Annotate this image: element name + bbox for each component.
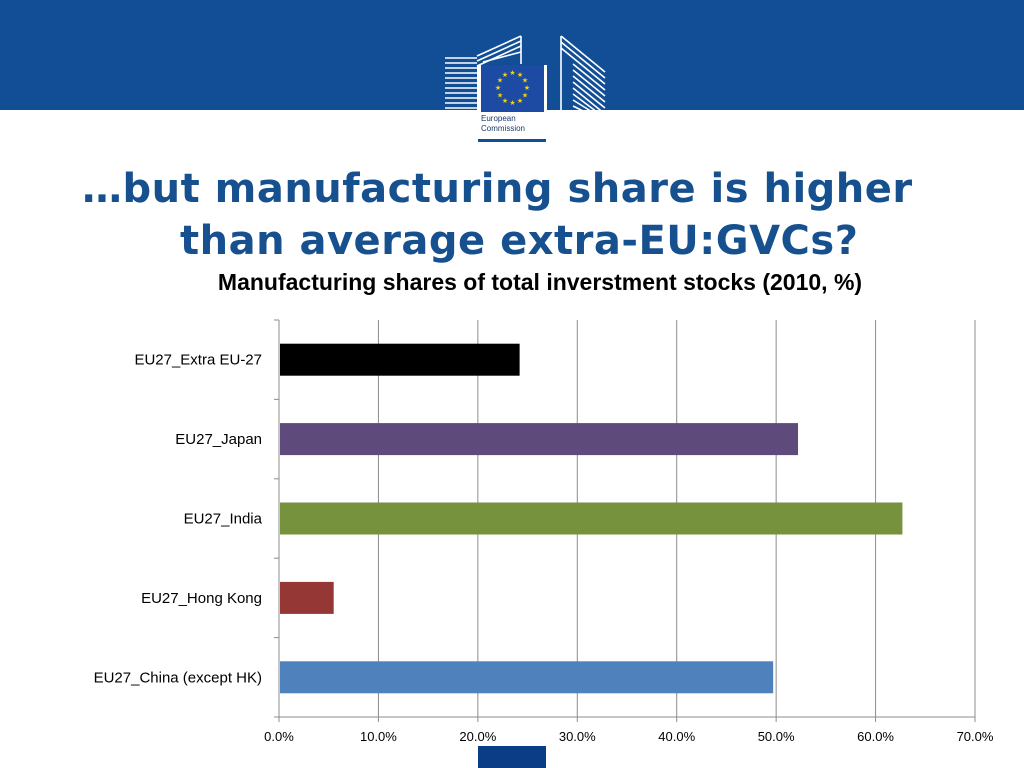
svg-text:★: ★	[497, 92, 503, 100]
chart-title: Manufacturing shares of total inverstmen…	[217, 269, 863, 295]
category-label: EU27_India	[184, 511, 263, 528]
x-tick-label: 30.0%	[559, 729, 596, 744]
slide-title: …but manufacturing share is higher than …	[82, 163, 982, 267]
x-tick-label: 60.0%	[857, 729, 894, 744]
bar	[280, 502, 903, 535]
european-commission-logo: ★ ★ ★ ★ ★ ★ ★ ★ ★ ★ ★ ★	[445, 35, 606, 123]
bar	[280, 661, 774, 694]
svg-text:★: ★	[502, 71, 508, 79]
svg-text:★: ★	[502, 97, 508, 105]
x-tick-label: 50.0%	[758, 729, 795, 744]
x-tick-label: 10.0%	[360, 729, 397, 744]
svg-text:★: ★	[517, 97, 523, 105]
bar	[280, 423, 799, 456]
svg-text:★: ★	[495, 84, 501, 92]
category-label: EU27_China (except HK)	[94, 669, 262, 686]
logo-caption: European Commission	[481, 114, 525, 134]
bar	[280, 581, 334, 614]
slide-title-line1: …but manufacturing share is higher	[82, 166, 913, 212]
bar-chart: 0.0% 10.0% 20.0% 30.0% 40.0% 50.0% 60.0% 70.0% E…	[94, 319, 994, 744]
category-label: EU27_Hong Kong	[141, 590, 262, 607]
logo-caption-line2: Commission	[481, 124, 526, 133]
svg-text:★: ★	[524, 84, 530, 92]
category-label: EU27_Extra EU-27	[134, 352, 262, 369]
logo-underline	[478, 139, 546, 142]
svg-text:★: ★	[522, 77, 528, 85]
svg-text:★: ★	[497, 77, 503, 85]
bottom-tab	[478, 746, 546, 768]
logo-caption-line1: European	[481, 114, 516, 123]
category-label: EU27_Japan	[175, 431, 262, 448]
svg-text:★: ★	[517, 71, 523, 79]
x-tick-label: 0.0%	[264, 729, 294, 744]
svg-text:★: ★	[509, 99, 515, 107]
bar	[280, 343, 520, 376]
svg-text:★: ★	[522, 92, 528, 100]
x-tick-label: 70.0%	[957, 729, 994, 744]
svg-text:★: ★	[509, 69, 515, 77]
x-tick-label: 20.0%	[459, 729, 496, 744]
slide-title-line2: than average extra-EU:GVCs?	[180, 218, 859, 264]
x-tick-label: 40.0%	[658, 729, 695, 744]
